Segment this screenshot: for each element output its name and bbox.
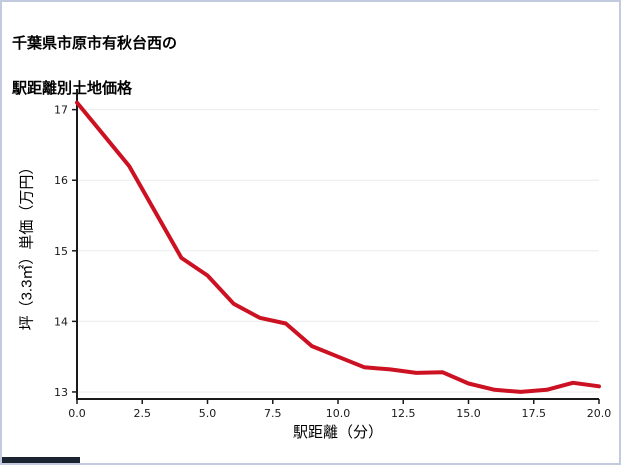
y-tick-label: 15 [54,245,68,258]
x-tick-label: 15.0 [456,407,481,420]
chart-title: 千葉県市原市有秋台西の 駅距離別土地価格 [12,10,177,123]
x-tick-label: 5.0 [199,407,217,420]
x-tick-label: 20.0 [587,407,612,420]
x-tick-label: 12.5 [391,407,416,420]
y-tick-label: 13 [54,386,68,399]
price-line-series [75,100,601,394]
x-tick-label: 10.0 [326,407,351,420]
chart-title-line2: 駅距離別土地価格 [12,79,133,97]
x-tick-label: 17.5 [522,407,547,420]
y-tick-label: 14 [54,315,68,328]
x-tick-label: 0.0 [68,407,86,420]
y-tick-label: 17 [54,104,68,117]
x-tick-label: 7.5 [264,407,282,420]
x-axis-label: 駅距離（分） [292,424,383,441]
y-axis-label: 坪（3.3㎡）単価（万円） [18,159,36,331]
y-tick-label: 16 [54,174,68,187]
chart-title-line1: 千葉県市原市有秋台西の [12,34,178,52]
bottom-left-bar [2,457,80,463]
x-tick-label: 2.5 [134,407,152,420]
